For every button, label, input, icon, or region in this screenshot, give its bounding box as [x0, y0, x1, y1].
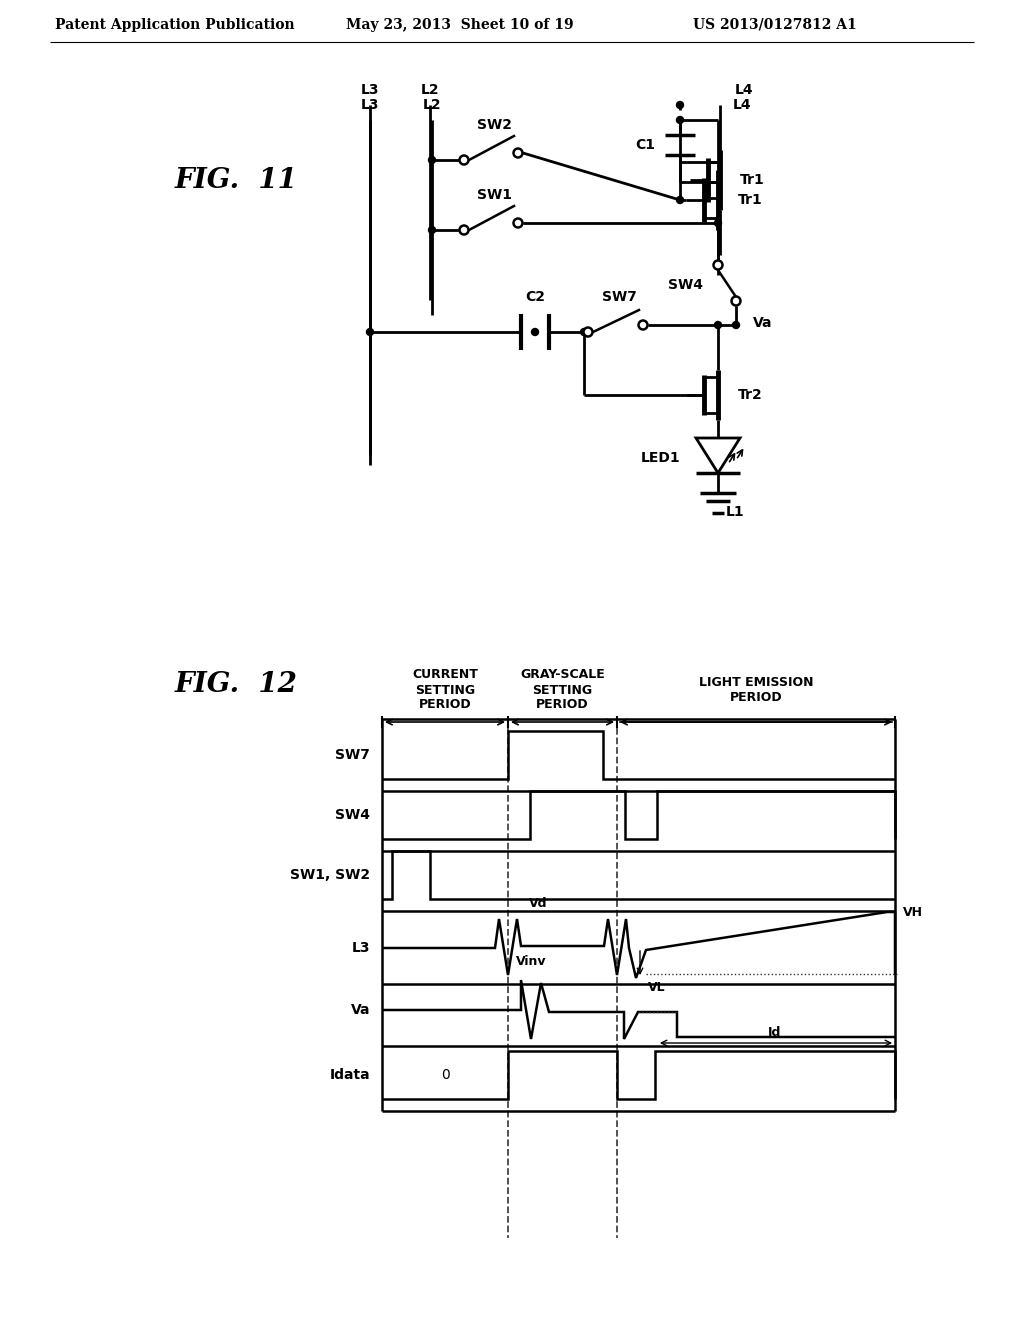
Text: C1: C1 — [635, 139, 655, 152]
Text: 0: 0 — [440, 1068, 450, 1082]
Text: VL: VL — [648, 981, 666, 994]
Text: L4: L4 — [733, 98, 752, 112]
Circle shape — [677, 197, 683, 203]
Text: L1: L1 — [726, 506, 744, 519]
Circle shape — [460, 156, 469, 165]
Text: Vd: Vd — [529, 898, 548, 909]
Text: Va: Va — [350, 1003, 370, 1016]
Text: Patent Application Publication: Patent Application Publication — [55, 18, 295, 32]
Circle shape — [732, 322, 739, 329]
Circle shape — [581, 329, 588, 335]
Circle shape — [715, 219, 722, 227]
Circle shape — [428, 227, 435, 234]
Text: US 2013/0127812 A1: US 2013/0127812 A1 — [693, 18, 857, 32]
Circle shape — [584, 327, 593, 337]
Text: L2: L2 — [421, 83, 439, 96]
Text: Tr2: Tr2 — [738, 388, 763, 403]
Text: LIGHT EMISSION
PERIOD: LIGHT EMISSION PERIOD — [698, 676, 813, 704]
Text: L3: L3 — [360, 83, 379, 96]
Circle shape — [531, 329, 539, 335]
Text: SW4: SW4 — [668, 279, 703, 292]
Circle shape — [367, 329, 374, 335]
Text: L3: L3 — [351, 941, 370, 954]
Text: FIG.  12: FIG. 12 — [175, 672, 298, 698]
Circle shape — [460, 226, 469, 235]
Text: L4: L4 — [735, 83, 754, 96]
Text: Va: Va — [753, 315, 772, 330]
Text: C2: C2 — [525, 290, 545, 304]
Text: Idata: Idata — [330, 1068, 370, 1082]
Circle shape — [714, 260, 723, 269]
Circle shape — [639, 321, 647, 330]
Text: SW4: SW4 — [335, 808, 370, 822]
Text: L2: L2 — [423, 98, 441, 112]
Text: VH: VH — [903, 906, 923, 919]
Circle shape — [513, 219, 522, 227]
Circle shape — [731, 297, 740, 305]
Circle shape — [715, 322, 722, 329]
Circle shape — [677, 102, 683, 108]
Text: May 23, 2013  Sheet 10 of 19: May 23, 2013 Sheet 10 of 19 — [346, 18, 573, 32]
Text: FIG.  11: FIG. 11 — [175, 166, 298, 194]
Text: SW7: SW7 — [601, 290, 637, 304]
Text: Tr1: Tr1 — [738, 193, 763, 207]
Text: Id: Id — [768, 1026, 781, 1039]
Text: L3: L3 — [360, 98, 379, 112]
Text: Tr1: Tr1 — [740, 173, 765, 187]
Text: SW1: SW1 — [476, 187, 512, 202]
Circle shape — [428, 157, 435, 164]
Text: LED1: LED1 — [640, 451, 680, 465]
Circle shape — [677, 116, 683, 124]
Text: SW2: SW2 — [476, 117, 512, 132]
Text: GRAY-SCALE
SETTING
PERIOD: GRAY-SCALE SETTING PERIOD — [520, 668, 605, 711]
Text: SW1, SW2: SW1, SW2 — [290, 869, 370, 882]
Text: CURRENT
SETTING
PERIOD: CURRENT SETTING PERIOD — [412, 668, 478, 711]
Text: SW7: SW7 — [335, 748, 370, 762]
Circle shape — [513, 149, 522, 157]
Text: Vinv: Vinv — [516, 954, 546, 968]
